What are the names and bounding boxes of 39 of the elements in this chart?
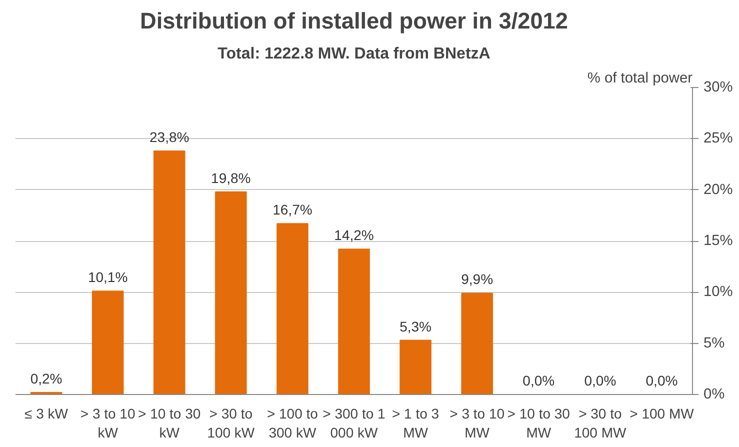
data-label: 0,0% xyxy=(584,372,616,388)
y-tick-label: 20% xyxy=(704,182,733,198)
bar xyxy=(338,248,370,394)
y-axis-title: % of total power xyxy=(587,70,693,86)
data-label: 19,8% xyxy=(211,170,251,186)
y-tick-label: 25% xyxy=(704,130,733,147)
data-label: 23,8% xyxy=(150,128,190,145)
x-tick-label: > 1 to 3 MW xyxy=(392,406,440,441)
bar xyxy=(400,340,432,394)
y-tick-label: 30% xyxy=(704,80,733,96)
data-label: 9,9% xyxy=(461,271,494,288)
x-tick-label: > 300 to 1 000 kW xyxy=(322,406,386,441)
bar xyxy=(461,292,493,394)
x-tick-label: > 30 to 100 MW xyxy=(574,406,628,441)
chart-subtitle: Total: 1222.8 MW. Data from BNetzA xyxy=(218,46,491,62)
x-tick-label: > 10 to 30 kW xyxy=(138,406,201,441)
x-tick-label: > 3 to 10 kW xyxy=(80,406,136,441)
data-label: 16,7% xyxy=(272,202,312,218)
x-tick-label: > 30 to 100 kW xyxy=(207,406,256,441)
x-tick-label: > 100 to 300 kW xyxy=(266,406,318,441)
chart-title: Distribution of installed power in 3/2012 xyxy=(140,8,568,34)
y-tick-label: 15% xyxy=(704,233,733,249)
bar xyxy=(276,223,308,394)
data-label: 0,2% xyxy=(30,370,62,386)
y-tick-label: 10% xyxy=(704,284,733,300)
data-label: 10,1% xyxy=(88,269,128,286)
x-tick-label: > 3 to 10 MW xyxy=(450,406,505,441)
bar xyxy=(215,191,247,394)
data-label: 0,0% xyxy=(646,372,678,388)
data-label: 0,0% xyxy=(522,372,555,388)
y-tick-label: 5% xyxy=(704,335,725,352)
data-label: 5,3% xyxy=(400,318,432,334)
data-label: 14,2% xyxy=(334,227,374,244)
x-tick-label: ≤ 3 kW xyxy=(24,406,69,422)
bar xyxy=(153,150,186,394)
bar xyxy=(92,290,124,394)
x-tick-label: > 10 to 30 MW xyxy=(507,406,570,441)
x-tick-label: > 100 MW xyxy=(630,406,695,422)
y-tick-label: 0% xyxy=(704,386,725,402)
